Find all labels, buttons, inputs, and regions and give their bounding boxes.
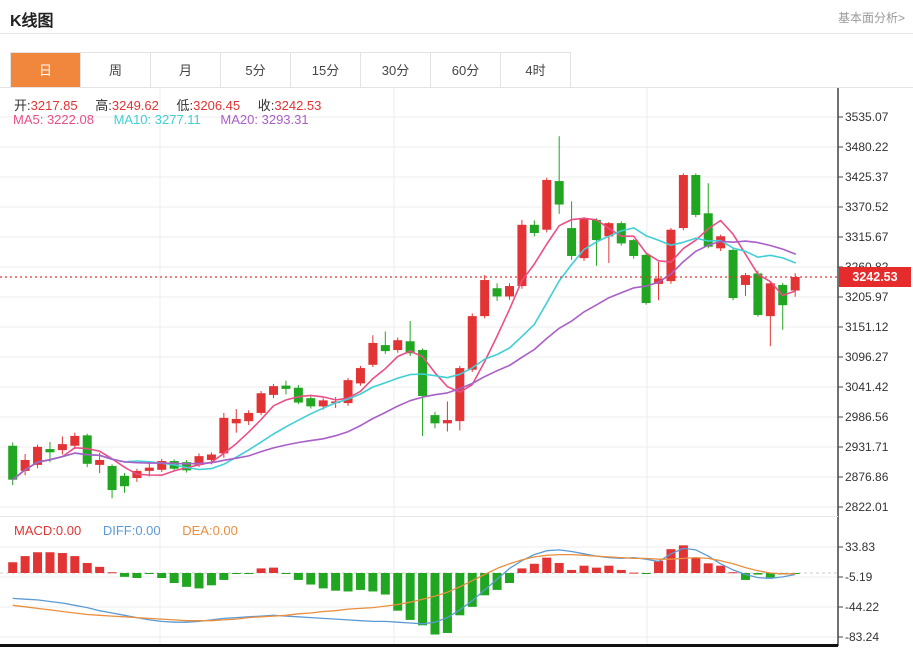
y-axis-label: 3041.42 — [845, 380, 889, 394]
y-axis-label: 3315.67 — [845, 230, 889, 244]
tabbar-bottom-border — [0, 87, 913, 88]
tab-30min[interactable]: 30分 — [360, 53, 430, 88]
tab-15min[interactable]: 15分 — [290, 53, 360, 88]
fundamental-analysis-link[interactable]: 基本面分析> — [837, 11, 905, 25]
tab-day[interactable]: 日 — [11, 53, 80, 88]
high-label: 高: — [95, 98, 112, 113]
ma-legend: MA5: 3222.08 MA10: 3277.11 MA20: 3293.31 — [13, 112, 325, 127]
close-value: 3242.53 — [274, 98, 322, 113]
header-divider — [0, 33, 913, 34]
ma5-value: MA5: 3222.08 — [13, 112, 94, 127]
tab-4hour[interactable]: 4时 — [500, 53, 570, 88]
close-label: 收: — [257, 98, 275, 113]
y-axis-label: 3205.97 — [845, 290, 889, 304]
y-axis-label: -5.19 — [845, 570, 873, 584]
y-axis-label: -83.24 — [845, 630, 880, 644]
low-label: 低: — [176, 98, 194, 113]
diff-value: DIFF:0.00 — [102, 523, 161, 538]
low-value: 3206.45 — [193, 98, 241, 113]
current-price-tag: 3242.53 — [839, 267, 911, 287]
pane-divider — [0, 516, 838, 517]
macd-value: MACD:0.00 — [14, 523, 82, 538]
ohlc-legend: 开:3217.85 高:3249.62 低:3206.45 收:3242.53 — [14, 95, 335, 114]
high-value: 3249.62 — [111, 98, 159, 113]
open-value: 3217.85 — [30, 98, 78, 113]
open-label: 开: — [14, 98, 31, 113]
ma10-value: MA10: 3277.11 — [113, 112, 201, 127]
interval-tabbar: 日 周 月 5分 15分 30分 60分 4时 — [10, 52, 571, 88]
y-axis-label: 3151.12 — [845, 320, 889, 334]
tab-5min[interactable]: 5分 — [220, 53, 290, 88]
y-axis-label: 3096.27 — [845, 350, 889, 364]
y-axis-label: 2931.71 — [845, 440, 889, 454]
tab-month[interactable]: 月 — [150, 53, 220, 88]
y-axis-label: 2876.86 — [845, 470, 889, 484]
y-axis-label: 2986.56 — [845, 410, 889, 424]
ma20-value: MA20: 3293.31 — [220, 112, 309, 127]
y-axis-label: -44.22 — [845, 600, 880, 614]
dea-value: DEA:0.00 — [182, 523, 238, 538]
macd-legend: MACD:0.00 DIFF:0.00 DEA:0.00 — [14, 523, 256, 538]
y-axis-label: 3370.52 — [845, 200, 889, 214]
y-axis-label: 3425.37 — [845, 170, 889, 184]
tab-60min[interactable]: 60分 — [430, 53, 500, 88]
y-axis-label: 3535.07 — [845, 110, 889, 124]
tab-week[interactable]: 周 — [80, 53, 150, 88]
y-axis-label: 3480.22 — [845, 140, 889, 154]
page-title: K线图 — [10, 13, 54, 30]
y-axis-label: 33.83 — [845, 540, 876, 554]
y-axis-label: 2822.01 — [845, 500, 889, 514]
